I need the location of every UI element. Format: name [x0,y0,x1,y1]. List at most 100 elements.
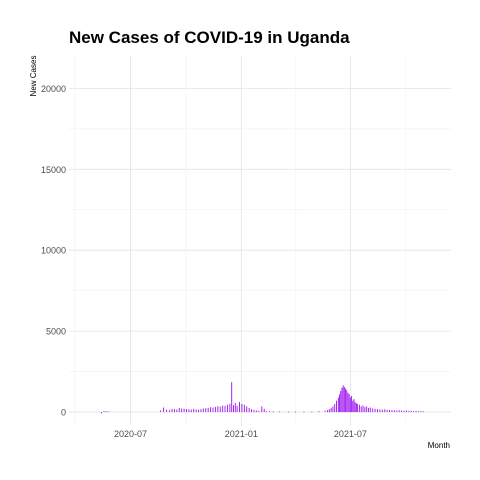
bar [169,410,171,413]
bar [107,411,109,413]
bar [229,403,231,413]
bar [253,409,255,413]
bar [352,400,354,413]
bar [405,410,407,413]
bar [181,408,183,413]
bar [360,406,362,413]
bar [239,402,240,413]
bar [367,408,369,413]
y-tick-labels: 0 5000 10000 15000 20000 [41,84,66,418]
x-tick-label: 2021-07 [334,429,367,439]
bar [178,408,180,413]
bar [337,397,339,413]
bar [261,406,263,413]
bar [171,408,173,413]
bar [166,409,168,413]
bar [318,411,320,413]
bar [417,411,419,413]
bar [234,402,236,413]
bar [241,403,243,413]
bar [415,410,417,413]
bar [255,410,257,413]
bar [193,408,195,413]
bar [347,392,349,413]
bar [384,409,386,413]
bar [233,405,234,413]
grid-layer [69,56,451,425]
bar [396,410,398,413]
bar [287,411,289,413]
y-tick-label: 10000 [41,246,66,256]
bar [391,410,393,413]
bar [219,406,221,413]
bar [408,410,410,413]
bar [210,407,212,413]
bar [173,409,175,413]
bar [381,409,383,413]
bar [339,394,341,413]
bar [401,410,403,413]
bar [224,405,226,413]
bar [386,409,388,413]
bar [202,408,204,413]
bar [198,409,200,413]
y-tick-label: 15000 [41,165,66,175]
bar [246,406,248,413]
bar [362,405,364,413]
bar [163,407,165,413]
bar [351,395,353,413]
bar [403,410,405,413]
bar [346,390,348,413]
chart-title: New Cases of COVID-19 in Uganda [69,28,350,47]
bar [183,408,185,413]
bar [266,411,268,413]
bar [243,404,245,413]
bar [263,408,265,413]
bar [103,411,105,413]
bar [231,382,233,413]
bar [332,406,334,413]
bar [342,385,344,413]
bar [336,400,338,413]
bar [207,407,209,413]
bar [343,386,345,413]
bar [410,410,412,413]
bar [324,410,326,413]
bar [345,388,347,413]
bars-layer [101,382,424,414]
x-tick-label: 2020-07 [114,429,147,439]
bar [327,410,328,413]
bar [105,411,107,413]
bar [422,411,424,413]
bar [101,412,103,414]
bar [212,407,214,413]
bar [349,397,351,413]
y-tick-label: 20000 [41,84,66,94]
bar [355,403,357,413]
bar [214,406,216,413]
bar [341,387,343,413]
bar [200,409,202,413]
bar [364,407,366,413]
bar [311,411,313,413]
y-axis-label: New Cases [29,56,38,97]
bar [217,406,219,413]
bar [251,409,253,413]
bar [369,407,371,413]
bar [278,411,280,413]
y-tick-label: 5000 [46,327,66,337]
bar [205,408,207,413]
bar [379,409,381,413]
bar [374,408,376,413]
x-axis-label: Month [428,441,450,450]
bar [328,409,330,413]
bar [340,391,342,413]
bar [222,405,224,413]
bar [190,409,192,413]
bar [353,399,355,413]
bar [348,394,350,413]
bar [303,411,305,413]
bar [258,410,260,413]
